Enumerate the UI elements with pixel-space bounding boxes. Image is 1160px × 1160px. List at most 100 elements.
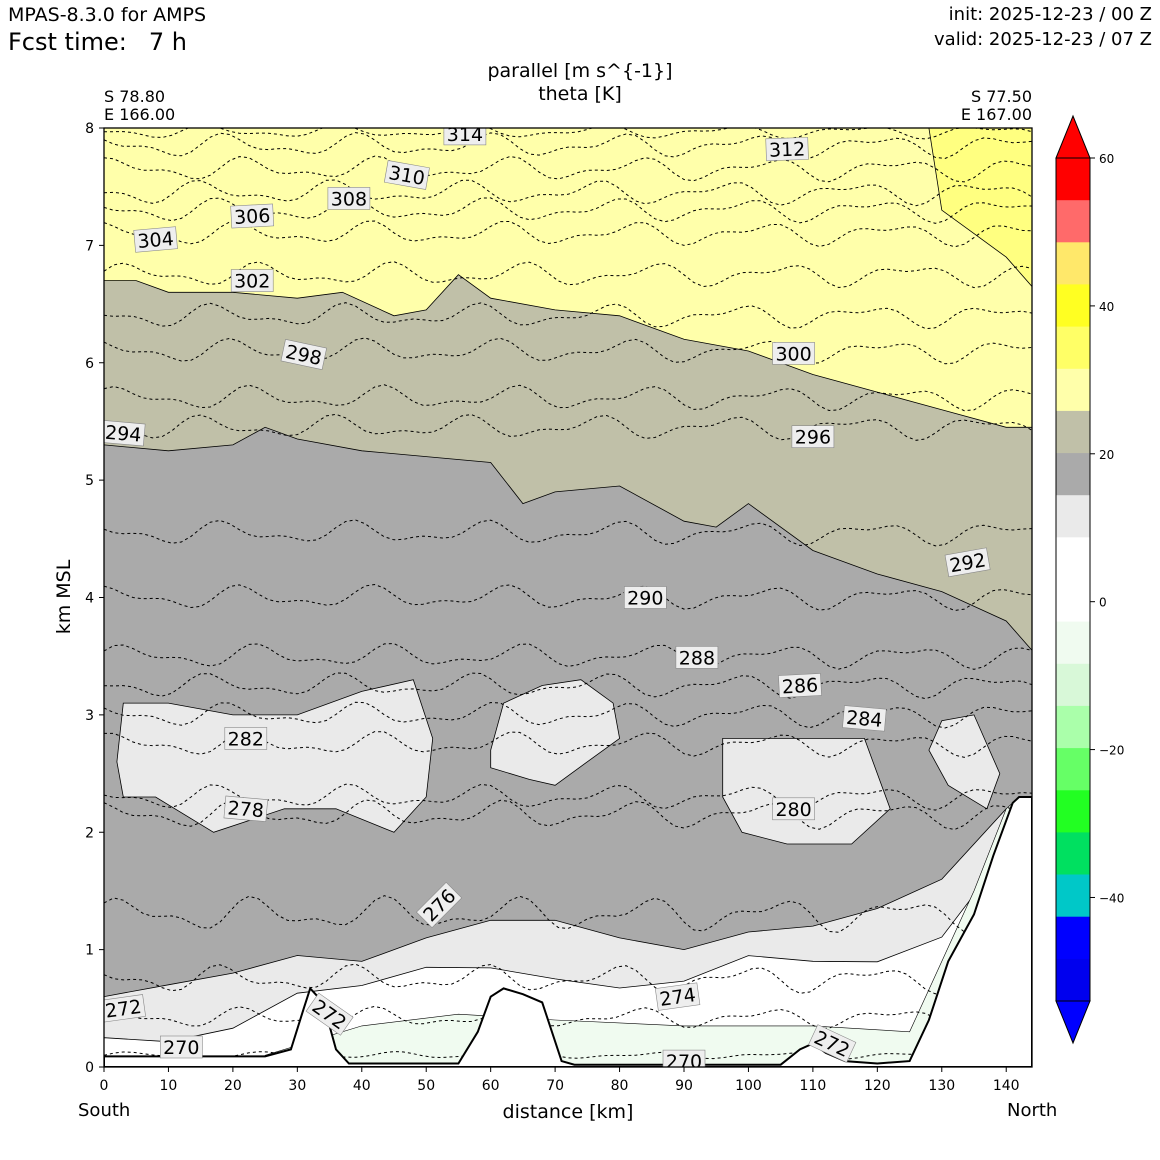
contour-label-text: 300 [775,343,811,365]
colorbar-segment [1056,621,1090,665]
theta-contour-308 [104,179,1032,207]
theta-contour-302 [104,261,1032,289]
forecast-time: Fcst time: 7 h [8,28,187,56]
theta-contour-276 [104,895,1032,933]
shade-25-30-corner [928,128,1032,288]
x-tick-label: 20 [224,1078,242,1094]
shade-10-15-pocket-1 [490,679,621,786]
contour-label-text: 270 [163,1037,199,1059]
contour-label-text: 304 [137,228,175,253]
shade-10-15-pocket-3 [928,714,1001,810]
colorbar-segment [1056,453,1090,496]
theta-contour-306 [104,197,1032,224]
init-time: init: 2025-12-23 / 00 Z [948,4,1152,25]
theta-contour-282 [104,731,1032,758]
x-tick-label: 80 [611,1078,629,1094]
south-label: South [78,1100,131,1121]
contour-label-15: 284 [842,705,887,732]
colorbar-tick-label: −20 [1099,744,1124,758]
colorbar-segment [1056,748,1090,791]
theta-contour-312 [104,132,1032,160]
contour-label-text: 290 [627,588,663,610]
contour-label-text: 294 [104,422,142,447]
colorbar-tick-label: 60 [1099,152,1114,166]
valid-time: valid: 2025-12-23 / 07 Z [934,29,1152,50]
contour-label-text: 272 [104,996,143,1023]
y-tick-label: 8 [85,121,94,137]
colorbar-segment [1056,326,1090,370]
x-tick-label: 60 [482,1078,500,1094]
x-tick-label: 10 [160,1078,178,1094]
colorbar-tick-label: 40 [1099,300,1114,314]
contour-label-text: 306 [234,205,271,229]
theta-contour-288 [104,643,1032,670]
contour-label-text: 288 [679,647,715,669]
theta-contour-310 [104,155,1032,183]
theta-contour-278 [104,799,1032,831]
x-tick-label: 100 [735,1078,762,1094]
colorbar-segment [1056,410,1090,454]
transect-start: S 78.80 E 166.00 [104,88,175,124]
contour-label-text: 280 [775,799,811,821]
y-tick-label: 6 [85,356,94,372]
contour-label-14: 286 [778,673,822,698]
chart-subtitle: theta [K] [538,83,622,105]
theta-contour-290 [104,583,1032,612]
contour-label-text: 278 [227,797,265,822]
forecast-time-label: Fcst time: [8,28,127,56]
contour-label-text: 296 [795,427,831,449]
contour-label-text: 308 [331,188,367,210]
theta-contour-300 [104,302,1032,330]
contour-label-11: 292 [944,547,991,577]
colorbar-over-arrow [1055,114,1091,159]
terrain [104,796,1032,1067]
y-tick-label: 5 [85,473,94,489]
contour-label-17: 280 [772,797,815,821]
colorbar-segment [1056,832,1090,875]
colorbar-segment [1056,368,1090,412]
contour-label-9: 296 [791,425,835,449]
y-tick-label: 3 [85,708,94,724]
end-lat: S 77.50 [970,87,1032,106]
end-lon: E 167.00 [960,105,1032,124]
contour-label-text: 270 [666,1051,702,1073]
contour-label-3: 308 [327,187,371,210]
colorbar-segment [1056,705,1090,749]
contour-label-7: 300 [772,342,815,365]
forecast-time-value: 7 h [148,28,187,56]
colorbar-frame [1055,157,1091,1002]
theta-contour-296 [104,384,1032,412]
theta-contour-272 [104,1005,1032,1029]
x-tick-label: 120 [864,1078,891,1094]
x-tick-label: 130 [928,1078,955,1094]
x-tick-label: 90 [675,1078,693,1094]
x-tick-label: 0 [100,1078,109,1094]
start-lat: S 78.80 [104,87,166,106]
contour-label-text: 284 [845,707,883,732]
transect-end: S 77.50 E 167.00 [961,88,1032,124]
contour-label-4: 306 [230,203,275,229]
colorbar-under-arrow [1055,1000,1091,1045]
y-axis-label: km MSL [53,559,75,634]
contour-label-25: 270 [662,1049,706,1073]
contour-label-20: 274 [654,982,701,1011]
colorbar-segment [1056,663,1090,707]
theta-contour-284 [104,701,1032,729]
contour-label-2: 310 [383,160,430,190]
contour-label-5: 304 [133,226,178,253]
chart-title: parallel [m s^{-1}] [487,60,673,82]
contour-label-1: 312 [765,137,809,162]
colorbar-tick-label: 20 [1099,448,1114,462]
theta-contour-292 [104,519,1032,547]
colorbar-tick-label: 0 [1099,596,1107,610]
contour-label-6: 302 [230,269,274,293]
x-tick-label: 140 [993,1078,1020,1094]
colorbar-segment [1056,200,1090,243]
y-tick-label: 7 [85,238,94,254]
contour-label-12: 290 [623,586,667,610]
theta-contour-294 [104,413,1032,441]
contour-label-24: 270 [160,1035,203,1059]
colorbar-segment [1056,916,1090,960]
contour-label-21: 272 [104,994,146,1023]
